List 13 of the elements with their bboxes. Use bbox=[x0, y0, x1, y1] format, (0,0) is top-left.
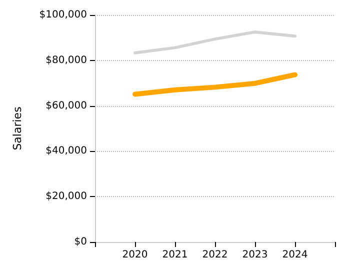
x-tick-label: 2022 bbox=[202, 250, 228, 260]
y-tick-label: $60,000 bbox=[46, 100, 87, 112]
y-tick-label: $0 bbox=[74, 236, 87, 248]
x-tick-label: 2024 bbox=[282, 250, 308, 260]
y-tick-label: $100,000 bbox=[39, 10, 87, 20]
y-tick-label: $80,000 bbox=[46, 54, 87, 66]
x-tick-label: 2023 bbox=[242, 250, 268, 260]
x-tick-label: 2021 bbox=[162, 250, 188, 260]
y-tick-label: $40,000 bbox=[46, 146, 87, 157]
x-tick-label: 2020 bbox=[122, 250, 148, 260]
line-series bbox=[134, 30, 296, 54]
y-tick-label: $20,000 bbox=[46, 191, 87, 202]
y-axis-title: Salaries bbox=[11, 106, 24, 150]
